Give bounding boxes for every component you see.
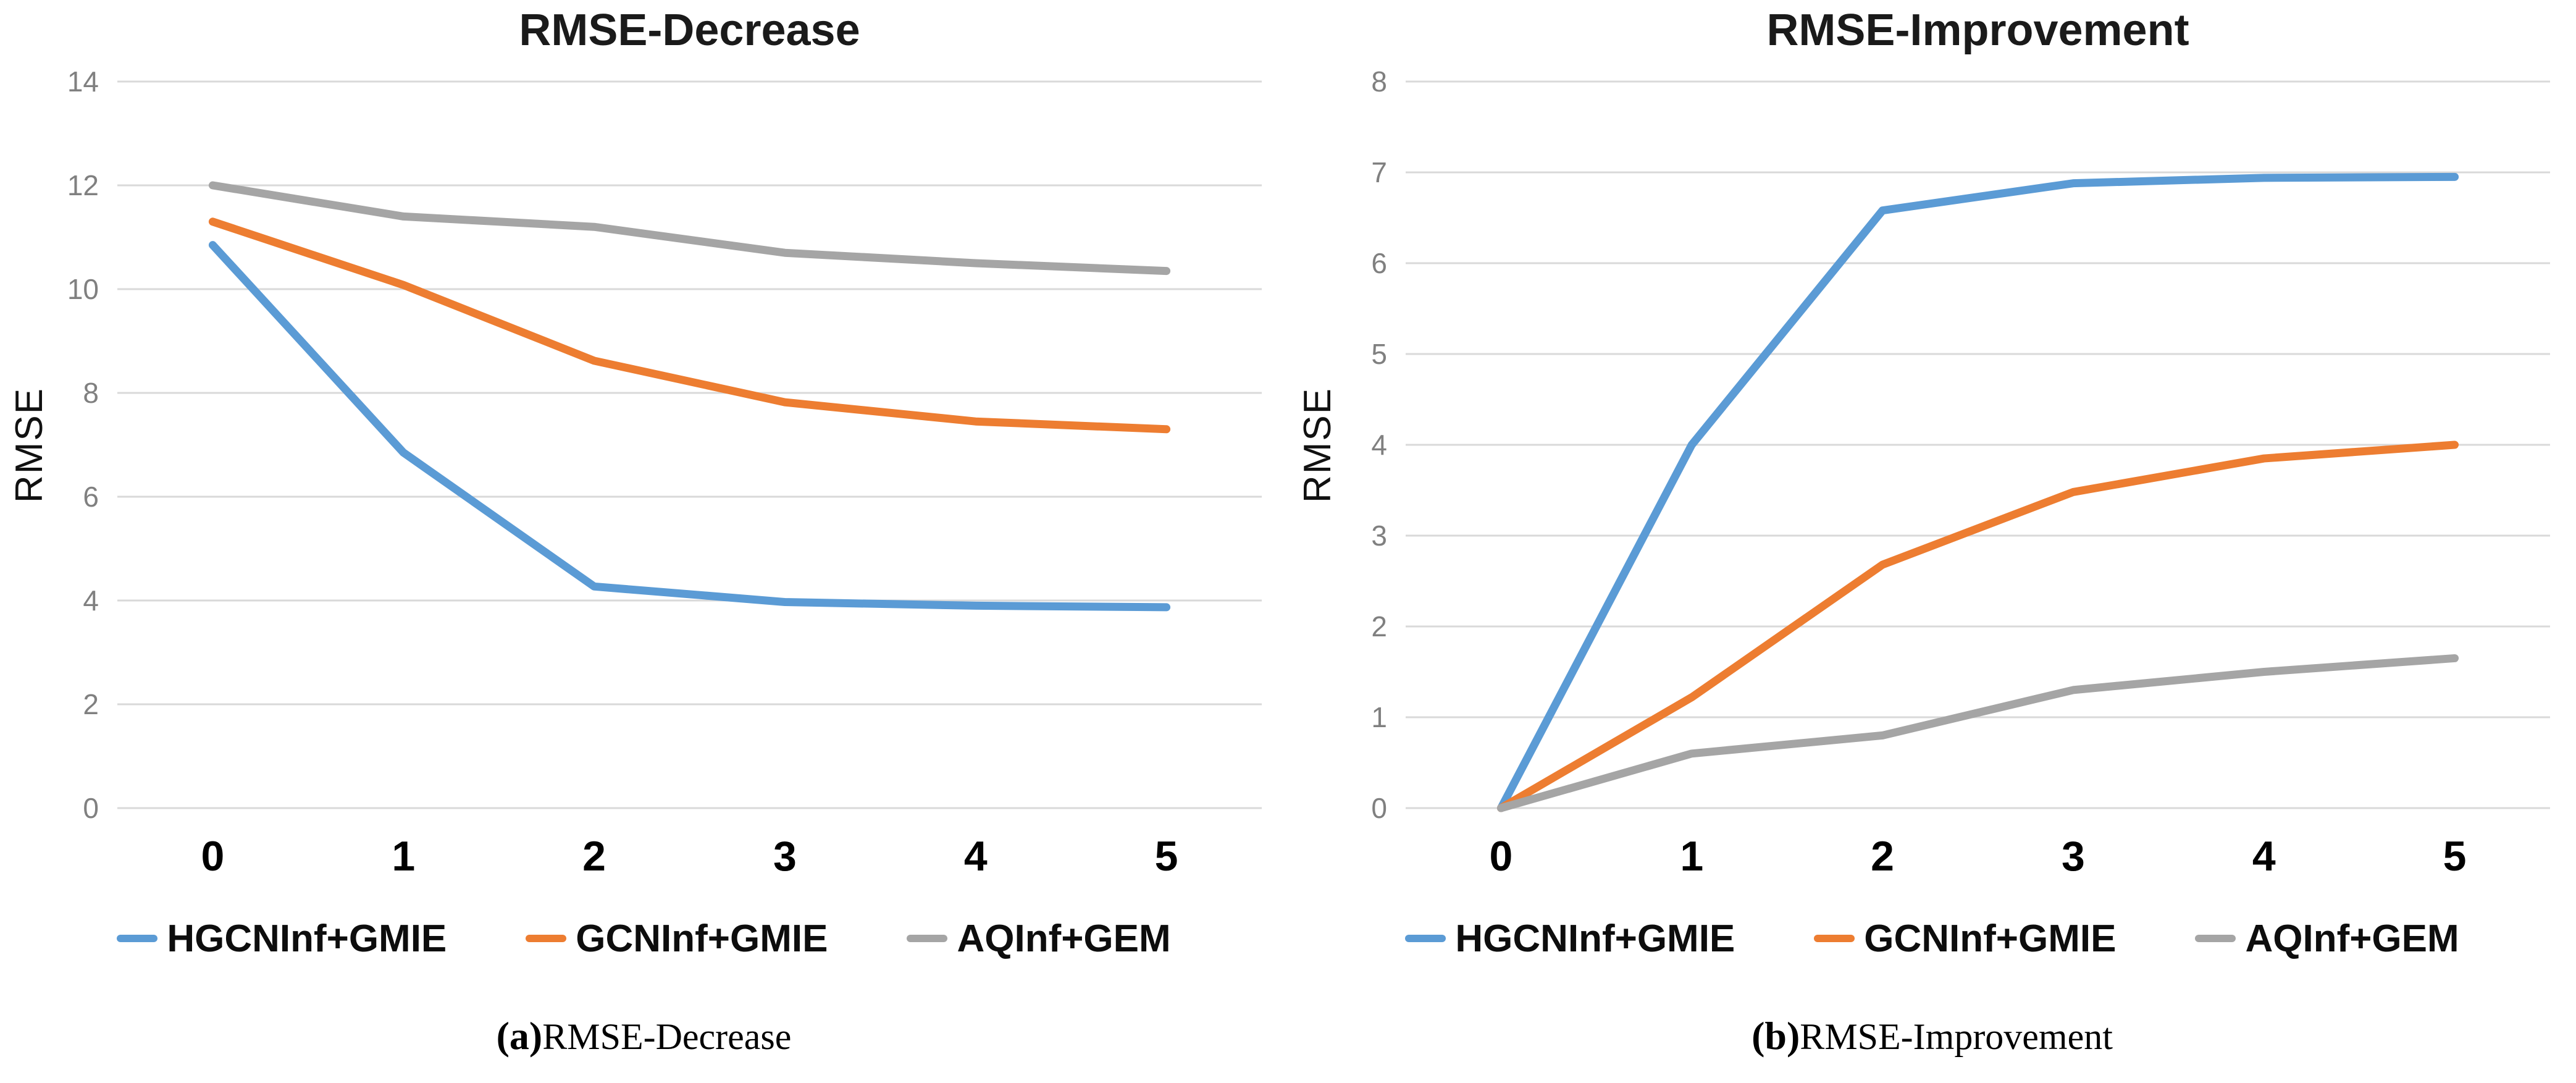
- x-tick-label: 2: [1871, 833, 1894, 880]
- legend-item: HGCNInf+GMIE: [1405, 917, 1735, 961]
- legend-swatch-gray: [907, 935, 948, 942]
- y-tick-label: 3: [1371, 520, 1387, 552]
- series-line-HGCNInf+GMIE: [1496, 172, 2459, 812]
- x-tick-label: 1: [392, 833, 415, 880]
- legend-a: HGCNInf+GMIE GCNInf+GMIE AQInf+GEM: [0, 912, 1288, 965]
- series-line-AQInf+GEM: [208, 181, 1171, 276]
- y-tick-label: 5: [1371, 338, 1387, 370]
- x-tick-label: 0: [201, 833, 225, 880]
- legend-swatch-orange: [1814, 935, 1855, 942]
- legend-label: HGCNInf+GMIE: [1455, 917, 1735, 960]
- y-tick-label: 1: [1371, 701, 1387, 733]
- x-tick-label: 3: [773, 833, 797, 880]
- y-tick-label: 2: [1371, 610, 1387, 643]
- legend-swatch-blue: [117, 935, 158, 942]
- legend-item: GCNInf+GMIE: [1814, 917, 2116, 961]
- y-tick-label: 7: [1371, 156, 1387, 188]
- x-tick-label: 5: [2443, 833, 2467, 880]
- legend-item: AQInf+GEM: [2195, 917, 2459, 961]
- y-tick-label: 4: [1371, 429, 1387, 461]
- legend-label: AQInf+GEM: [2245, 917, 2459, 960]
- legend-label: AQInf+GEM: [957, 917, 1171, 960]
- legend-label: GCNInf+GMIE: [1864, 917, 2117, 960]
- y-tick-label: 6: [1371, 247, 1387, 279]
- caption-a: (a)RMSE-Decrease: [0, 1013, 1288, 1059]
- series-line-AQInf+GEM: [1496, 654, 2459, 812]
- legend-item: GCNInf+GMIE: [526, 917, 828, 961]
- legend-item: HGCNInf+GMIE: [117, 917, 447, 961]
- x-tick-label: 1: [1680, 833, 1703, 880]
- y-tick-label: 0: [83, 792, 99, 824]
- x-tick-label: 5: [1155, 833, 1178, 880]
- x-tick-label: 0: [1490, 833, 1513, 880]
- caption-prefix: (a): [496, 1014, 543, 1058]
- chart-panel-a: RMSE-Decrease RMSE 0 2 4 6 8 10 12 14 0 1 2 3 4 5 HGC…: [0, 6, 1288, 1059]
- y-tick-label: 14: [67, 65, 99, 98]
- y-tick-label: 4: [83, 584, 99, 617]
- legend-swatch-gray: [2195, 935, 2236, 942]
- y-tick-label: 0: [1371, 792, 1387, 824]
- caption-b: (b)RMSE-Improvement: [1288, 1013, 2576, 1059]
- legend-b: HGCNInf+GMIE GCNInf+GMIE AQInf+GEM: [1288, 912, 2576, 965]
- y-tick-label: 2: [83, 688, 99, 720]
- caption-text: RMSE-Improvement: [1800, 1016, 2113, 1057]
- series-line-GCNInf+GMIE: [1496, 440, 2459, 812]
- legend-swatch-blue: [1405, 935, 1446, 942]
- caption-prefix: (b): [1752, 1014, 1800, 1058]
- legend-label: HGCNInf+GMIE: [167, 917, 447, 960]
- y-tick-label: 6: [83, 481, 99, 513]
- chart-title-a: RMSE-Decrease: [519, 6, 860, 55]
- caption-text: RMSE-Decrease: [542, 1016, 792, 1057]
- x-tick-label: 4: [964, 833, 988, 880]
- y-tick-label: 8: [1371, 65, 1387, 98]
- y-tick-label: 8: [83, 377, 99, 409]
- line-chart-b: 0 1 2 3 4 5 6 7 8 0 1 2 3 4 5: [1371, 65, 2550, 880]
- x-tick-label: 2: [582, 833, 606, 880]
- series-line-GCNInf+GMIE: [208, 217, 1171, 434]
- legend-label: GCNInf+GMIE: [576, 917, 828, 960]
- chart-title-b: RMSE-Improvement: [1766, 6, 2189, 55]
- legend-item: AQInf+GEM: [907, 917, 1171, 961]
- series-line-HGCNInf+GMIE: [208, 241, 1171, 612]
- y-tick-label: 10: [67, 273, 99, 305]
- x-tick-label: 4: [2252, 833, 2276, 880]
- x-tick-label: 3: [2062, 833, 2085, 880]
- legend-swatch-orange: [526, 935, 567, 942]
- y-tick-label: 12: [67, 169, 99, 201]
